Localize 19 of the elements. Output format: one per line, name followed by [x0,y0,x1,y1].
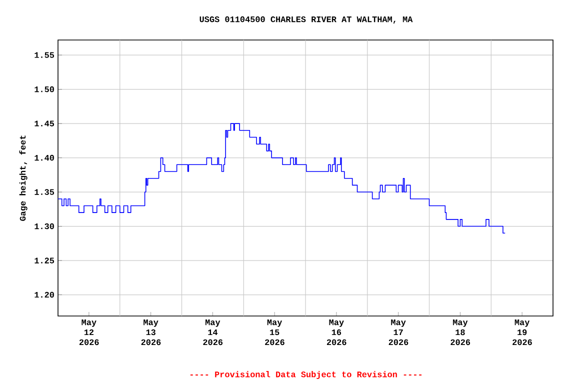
x-tick-label: May 17 2026 [388,320,408,346]
y-tick-label: 1.40 [34,154,54,161]
x-tick-label: May 13 2026 [141,320,161,346]
chart-title: USGS 01104500 CHARLES RIVER AT WALTHAM, MA [200,16,413,24]
x-tick-label: May 19 2026 [512,320,532,346]
text: ---- Provisional Data Subject to Revision ---- [190,371,422,379]
x-tick-label: May 14 2026 [203,320,223,346]
y-tick-label: 1.35 [34,189,54,195]
y-tick-label: 1.20 [34,292,54,298]
x-tick-label: May 18 2026 [450,320,470,346]
y-tick-label: 1.55 [34,52,54,58]
y-tick-label: 1.25 [34,258,54,264]
x-tick-label: May 15 2026 [265,320,284,346]
y-axis-title: Gage height, feet [19,136,28,221]
y-tick-label: 1.45 [34,120,54,126]
x-tick-label: May 16 2026 [326,320,346,346]
y-tick-label: 1.30 [34,223,54,230]
y-tick-label: 1.50 [34,86,54,92]
x-tick-label: May 12 2026 [79,320,99,346]
